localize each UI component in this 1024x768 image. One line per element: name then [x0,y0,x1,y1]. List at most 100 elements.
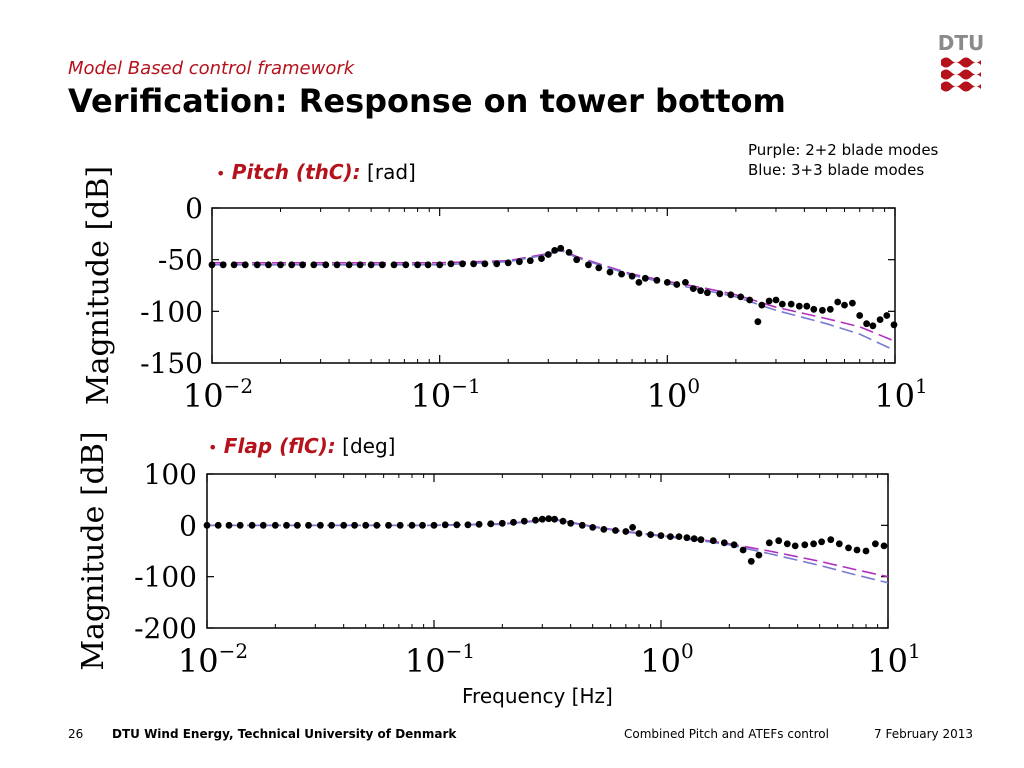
data-point [690,535,698,543]
data-point [853,546,861,554]
data-point [727,291,735,299]
data-point [818,538,825,546]
logo-waves-icon [941,57,981,92]
data-point [709,537,717,545]
data-point [783,540,791,548]
data-point [567,519,575,527]
data-point [573,256,581,264]
data-point [520,517,528,525]
data-point [340,521,348,529]
data-point [682,279,689,286]
y-tick-label: -200 [134,612,197,645]
x-tick-label: 10−1 [405,639,475,680]
data-point [618,270,625,278]
data-point [810,305,818,313]
data-point [606,268,614,276]
pitch-label-name: Pitch (thC): [231,160,361,184]
data-point [544,251,552,258]
data-point [647,531,654,538]
data-point [747,557,755,565]
footer-date: 7 February 2013 [874,727,973,741]
data-point [801,541,809,549]
data-point [849,299,856,307]
data-point [328,521,335,529]
data-point [265,261,272,269]
data-point [419,521,426,529]
x-tick-label: 10−1 [411,374,481,415]
data-point [778,300,786,308]
data-point [362,521,370,529]
page-number: 26 [68,727,84,741]
data-point [716,290,724,298]
data-point [827,536,835,544]
data-point [402,261,410,269]
footer-organization: DTU Wind Energy, Technical University of… [112,727,457,741]
data-point [288,261,296,269]
legend-blue: Blue: 3+3 blade modes [748,161,925,179]
x-tick-label: 100 [647,374,700,415]
data-point [810,540,817,548]
x-tick-label: 10−2 [183,374,253,415]
data-point [834,298,842,306]
data-point [305,521,312,529]
data-point [775,537,783,545]
data-point [345,261,353,269]
data-point [317,521,324,529]
data-point [453,521,461,529]
y-tick-label: 0 [179,509,197,542]
data-point [880,542,888,550]
data-point [378,261,386,269]
data-point [737,293,745,301]
x-axis-label: Frequency [Hz] [462,684,613,708]
data-point [772,296,780,304]
data-point [628,272,636,280]
data-point [557,244,565,252]
data-point [532,516,539,524]
data-point [612,527,619,534]
data-point [464,521,472,529]
data-point [730,541,738,549]
y-tick-label: -150 [140,347,203,380]
data-point [447,260,455,268]
data-point [746,296,754,304]
data-point [283,521,290,529]
data-point [872,540,879,548]
plot-frame-0 [211,207,896,364]
data-point [430,521,438,529]
data-point [271,521,279,529]
data-point [322,261,330,269]
data-point [241,261,249,269]
data-point [689,285,697,292]
data-point [795,302,803,310]
data-point [441,521,449,529]
data-point [504,259,512,267]
series-line-blue [207,518,889,584]
data-point [765,297,773,305]
data-point [459,260,466,268]
data-point [876,316,884,323]
data-point [277,261,284,269]
data-point [622,528,630,535]
data-point [890,321,898,329]
data-point [396,521,404,529]
data-point [791,542,799,550]
y-axis-label: Magnitude [dB] [76,431,111,670]
y-axis-label: Magnitude [dB] [81,166,116,405]
slide-title: Verification: Response on tower bottom [68,82,786,120]
x-tick-label: 10−2 [178,639,248,680]
y-tick-label: -100 [140,295,203,328]
data-point [356,261,364,269]
data-point [493,260,501,268]
data-point [424,261,432,269]
data-point [754,318,762,326]
bullet-icon: • [208,438,218,457]
y-tick-label: -50 [158,244,203,277]
data-point [219,261,227,269]
data-point [883,312,891,319]
data-point [765,539,773,547]
x-tick-label: 100 [640,639,693,680]
data-point [856,312,864,319]
data-point [565,249,573,256]
data-point [214,521,222,529]
